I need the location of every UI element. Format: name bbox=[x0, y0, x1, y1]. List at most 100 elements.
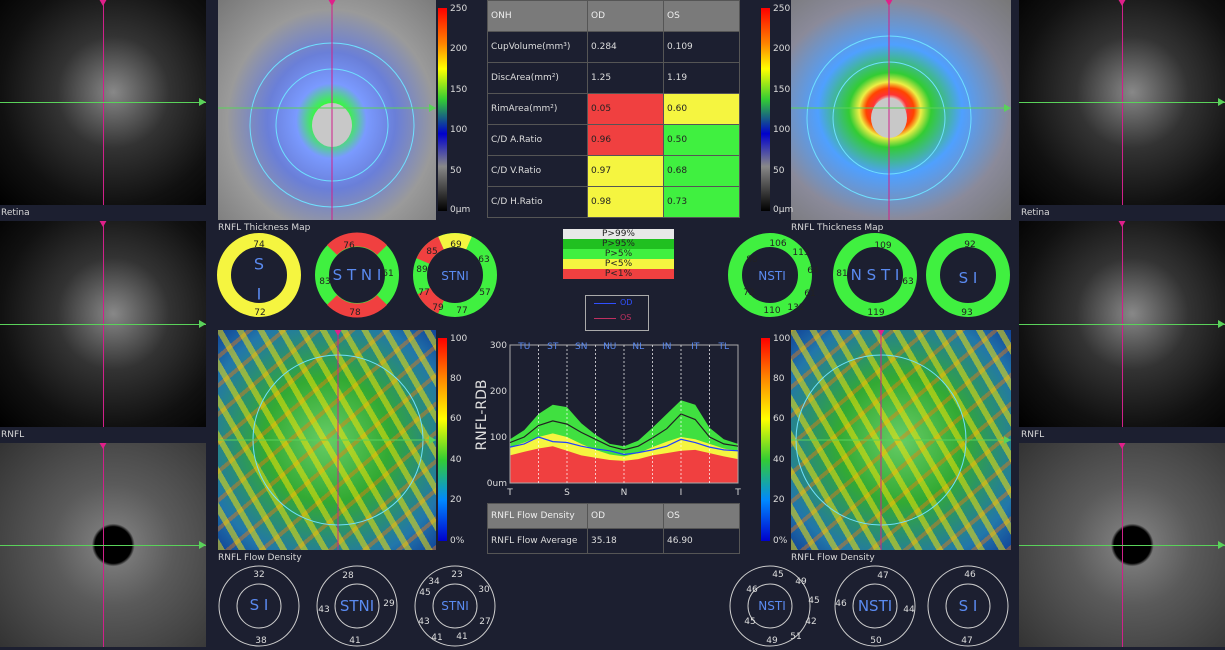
od-thick-tick: 250 bbox=[450, 4, 468, 14]
onh-cell-os: 1.19 bbox=[663, 62, 740, 94]
od-fr3-a: 34 bbox=[428, 577, 440, 587]
od-r2-i: 78 bbox=[349, 308, 361, 318]
onh-cell-os: 0.68 bbox=[663, 155, 740, 187]
onh-header: ONH bbox=[487, 0, 588, 32]
os-choroid-angio[interactable] bbox=[1019, 443, 1225, 647]
onh-cell-label: DiscArea(mm²) bbox=[487, 62, 588, 94]
sector-label: NL bbox=[632, 342, 644, 352]
onh-table: ONH OD OS CupVolume(mm³) 0.284 0.109 DiscAr… bbox=[487, 0, 740, 218]
os-retina-label: Retina bbox=[1021, 208, 1050, 218]
onh-cell-od: 1.25 bbox=[587, 62, 664, 94]
onh-cell-od: 0.97 bbox=[587, 155, 664, 187]
legend-item: P>99% bbox=[563, 229, 674, 239]
onh-cell-label: C/D V.Ratio bbox=[487, 155, 588, 187]
onh-cell-od: 0.98 bbox=[587, 186, 664, 218]
os-fr2-letters: NSTI bbox=[857, 597, 893, 615]
sector-label: TL bbox=[717, 342, 729, 352]
od-r1-s: 74 bbox=[253, 240, 265, 250]
od-legend-label: OD bbox=[620, 298, 633, 307]
os-flow-colorbar bbox=[761, 338, 770, 541]
od-retina-angio[interactable] bbox=[0, 0, 206, 205]
x-tick: N bbox=[621, 488, 628, 498]
series-os bbox=[509, 413, 739, 451]
od-rnfl-angio[interactable] bbox=[0, 221, 206, 427]
os-r1-letters: S I bbox=[958, 269, 978, 287]
od-flow-tick: 20 bbox=[450, 495, 462, 505]
od-fr2-i: 41 bbox=[349, 636, 361, 646]
od-r1-i-letter: I bbox=[256, 284, 262, 304]
od-flow-density-label: RNFL Flow Density bbox=[218, 553, 302, 563]
od-r3-f: 79 bbox=[432, 303, 444, 313]
od-r3-h: 89 bbox=[416, 265, 428, 275]
od-flow-colorbar bbox=[438, 338, 447, 541]
od-r1-s-letter: S bbox=[253, 254, 265, 274]
os-flow-tick: 100 bbox=[773, 334, 791, 344]
os-r3-h: 88 bbox=[746, 255, 758, 265]
od-thick-tick: 0μm bbox=[450, 205, 471, 215]
os-fr2-t: 46 bbox=[835, 599, 847, 609]
os-fr1-s: 46 bbox=[964, 570, 976, 580]
os-thick-tick: 50 bbox=[773, 166, 785, 176]
onh-cell-od: 0.284 bbox=[587, 31, 664, 63]
os-fr3-e: 51 bbox=[790, 632, 802, 642]
y-tick: 0um bbox=[487, 479, 507, 489]
os-header: OS bbox=[663, 0, 740, 32]
od-flow-tick: 0% bbox=[450, 536, 465, 546]
thickness-rings bbox=[217, 232, 1010, 318]
flow-rings bbox=[218, 565, 1009, 647]
legend-item: P>95% bbox=[563, 239, 674, 249]
os-fr2-n: 44 bbox=[903, 605, 915, 615]
od-thick-tick: 150 bbox=[450, 85, 468, 95]
od-r2-letters: S T N I bbox=[332, 266, 382, 284]
os-flow-tick: 40 bbox=[773, 455, 785, 465]
chart-ylabel: RNFL-RDB bbox=[474, 380, 490, 451]
od-fr1-letters: S I bbox=[249, 596, 269, 614]
onh-cell-label: CupVolume(mm³) bbox=[487, 31, 588, 63]
od-retina-label: Retina bbox=[1, 208, 30, 218]
od-r3-letters: STNI bbox=[441, 269, 469, 283]
onh-cell-label: RimArea(mm²) bbox=[487, 93, 588, 125]
os-fr3-g: 45 bbox=[744, 617, 756, 627]
os-ring1-sector bbox=[926, 233, 1010, 317]
os-fr2-i: 50 bbox=[870, 636, 882, 646]
x-tick: T bbox=[734, 488, 741, 498]
os-thickness-map[interactable] bbox=[791, 0, 1011, 220]
od-r3-d: 57 bbox=[479, 288, 491, 298]
od-fr2-n: 29 bbox=[383, 599, 395, 609]
od-fr2-t: 43 bbox=[318, 605, 330, 615]
od-ring2-s-sector bbox=[327, 232, 387, 256]
od-thick-tick: 200 bbox=[450, 44, 468, 54]
od-ring2-i-sector bbox=[327, 294, 387, 318]
os-fr3-h: 46 bbox=[746, 585, 758, 595]
os-rnfl-angio[interactable] bbox=[1019, 221, 1225, 427]
os-retina-angio[interactable] bbox=[1019, 0, 1225, 205]
od-flow-tick: 60 bbox=[450, 414, 462, 424]
od-ring3-a-sector bbox=[416, 236, 445, 265]
os-thick-tick: 250 bbox=[773, 4, 791, 14]
onh-cell-os: 0.109 bbox=[663, 31, 740, 63]
onh-row: RimArea(mm²) 0.05 0.60 bbox=[487, 93, 740, 125]
os-flow-tick: 0% bbox=[773, 536, 788, 546]
od-r3-a: 85 bbox=[426, 247, 438, 257]
od-flow-density-map[interactable] bbox=[218, 330, 436, 550]
os-r1-s: 92 bbox=[964, 240, 976, 250]
sector-label: ST bbox=[547, 342, 559, 352]
os-fr3-d: 42 bbox=[805, 617, 817, 627]
od-thickness-map[interactable] bbox=[218, 0, 436, 220]
od-r2-n: 61 bbox=[382, 269, 394, 279]
os-r2-n: 63 bbox=[902, 277, 914, 287]
os-thick-tick: 150 bbox=[773, 85, 791, 95]
y-tick: 100 bbox=[490, 433, 507, 443]
od-flow-tick: 40 bbox=[450, 455, 462, 465]
os-rnfl-label: RNFL bbox=[1021, 430, 1045, 440]
onh-cell-od: 0.05 bbox=[587, 93, 664, 125]
od-choroid-angio[interactable] bbox=[0, 443, 206, 647]
os-r2-s: 109 bbox=[874, 241, 892, 251]
os-flow-density-label: RNFL Flow Density bbox=[791, 553, 875, 563]
series-od bbox=[509, 436, 739, 456]
os-flow-density-map[interactable] bbox=[791, 330, 1011, 550]
os-legend-label: OS bbox=[620, 313, 632, 322]
sector-label: TU bbox=[517, 342, 530, 352]
legend-item: P<5% bbox=[563, 259, 674, 269]
